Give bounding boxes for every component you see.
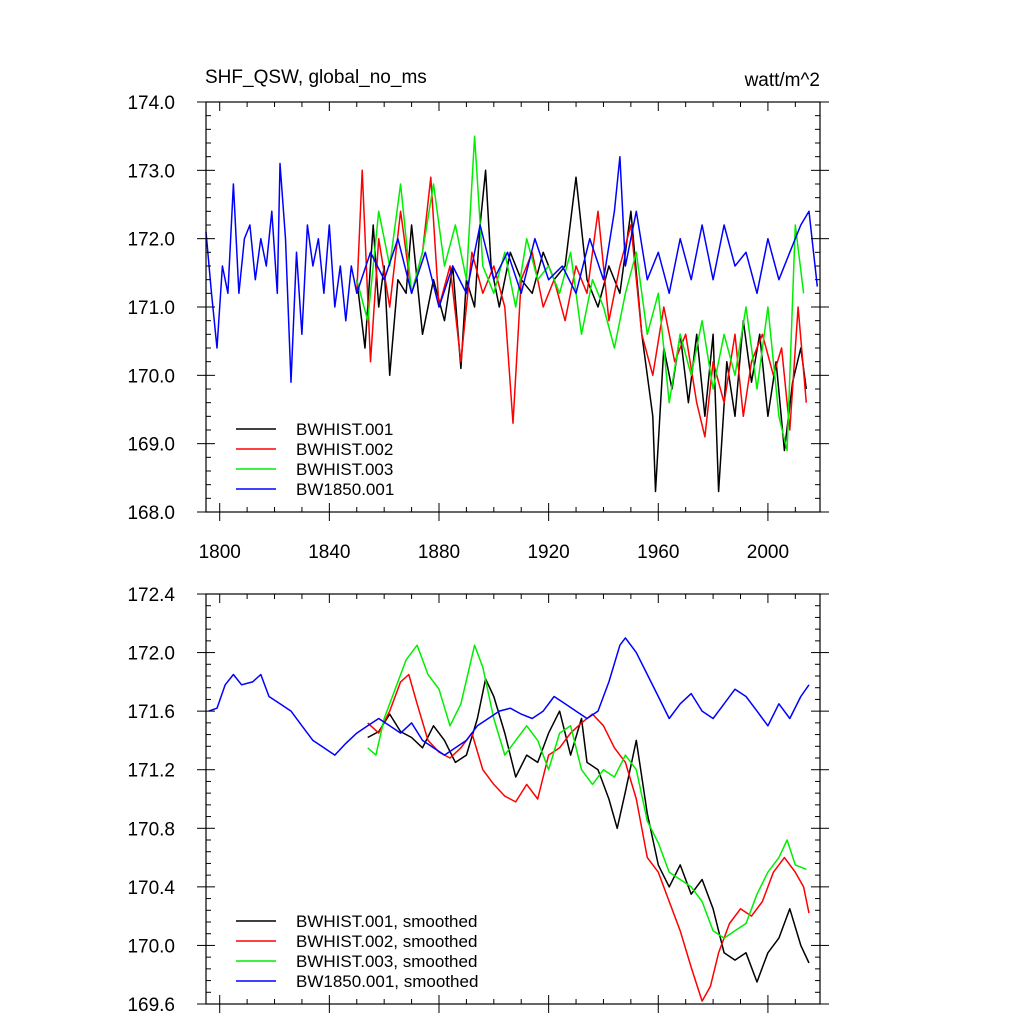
- top-plot-panel: 1800 1840 1880 1920 1960 2000 168.0 169.0 170.0 1…: [127, 93, 829, 563]
- legend-label: BWHIST.001, smoothed: [296, 912, 477, 931]
- y-tick-label: 169.0: [127, 435, 175, 456]
- series-line-4: [208, 637, 810, 756]
- y-tick-label: 171.0: [127, 298, 175, 319]
- y-tick-label: 168.0: [127, 503, 175, 524]
- series-line-2: [356, 169, 808, 438]
- y-tick-label: 169.6: [127, 995, 175, 1016]
- legend-label: BW1850.001, smoothed: [296, 972, 478, 991]
- legend-label: BWHIST.001: [296, 420, 393, 439]
- legend-label: BWHIST.002: [296, 440, 393, 459]
- legend-label: BW1850.001: [296, 480, 394, 499]
- y-tick-label: 170.0: [127, 366, 175, 387]
- x-tick-label: 1840: [308, 542, 350, 563]
- x-tick-label: 2000: [747, 542, 789, 563]
- chart-title: SHF_QSW, global_no_ms: [205, 67, 427, 88]
- bottom-plot-panel: 169.6 170.0 170.4 170.8 171.2 171.6 172.0 172.4…: [127, 585, 829, 1016]
- y-tick-label: 172.0: [127, 644, 175, 665]
- y-tick-label: 173.0: [127, 161, 175, 182]
- units-label: watt/m^2: [744, 70, 820, 91]
- y-tick-label: 170.0: [127, 936, 175, 957]
- x-tick-label: 1960: [637, 542, 679, 563]
- series-line-3: [356, 135, 805, 452]
- plot-frame: [205, 593, 821, 1005]
- x-tick-label: 1880: [418, 542, 460, 563]
- series-line-4: [205, 155, 819, 383]
- legend-label: BWHIST.003: [296, 460, 393, 479]
- x-tick-label: 1800: [199, 542, 241, 563]
- y-tick-label: 170.8: [127, 819, 175, 840]
- series-line-3: [367, 644, 807, 939]
- y-tick-label: 172.4: [127, 585, 175, 606]
- legend-label: BWHIST.003, smoothed: [296, 952, 477, 971]
- y-tick-label: 172.0: [127, 230, 175, 251]
- y-tick-label: 171.6: [127, 702, 175, 723]
- series-line-1: [356, 169, 808, 493]
- y-tick-label: 170.4: [127, 878, 175, 899]
- y-tick-label: 171.2: [127, 761, 175, 782]
- legend-label: BWHIST.002, smoothed: [296, 932, 477, 951]
- x-tick-label: 1920: [527, 542, 569, 563]
- y-tick-label: 174.0: [127, 93, 175, 114]
- series-line-1: [367, 678, 810, 983]
